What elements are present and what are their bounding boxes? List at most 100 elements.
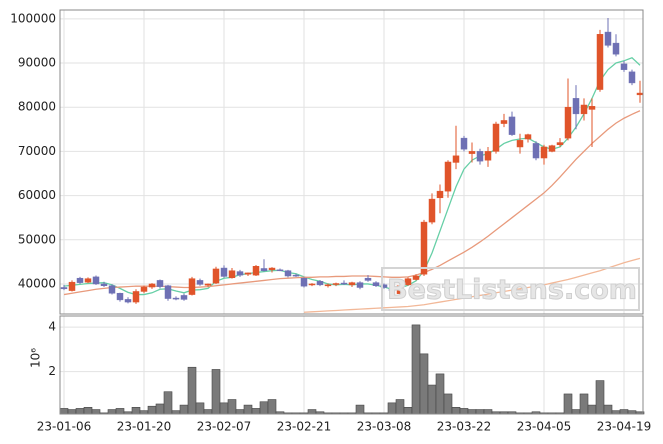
candle-body	[620, 63, 628, 70]
x-tick-label: 23-03-22	[437, 420, 491, 434]
plot-frame	[59, 315, 644, 415]
candle-body	[244, 272, 252, 275]
candle-body	[476, 151, 484, 162]
plot-frame	[59, 9, 644, 315]
candle-body	[388, 289, 396, 291]
y-axis-label: 10⁶	[29, 348, 43, 368]
candle-body	[92, 276, 100, 285]
candle-body	[604, 31, 612, 46]
volume-bar	[163, 391, 173, 415]
volume-bar	[219, 402, 229, 415]
volume-bar	[427, 384, 437, 415]
candle-body	[164, 285, 172, 299]
candle-body	[188, 278, 196, 295]
candle-body	[204, 283, 212, 286]
volume-bar	[203, 409, 213, 415]
volume-bar	[419, 353, 429, 415]
volume-bar	[619, 409, 629, 415]
candle-body	[284, 270, 292, 277]
volume-bar	[411, 324, 421, 415]
volume-bar	[387, 402, 397, 415]
candle-body	[140, 286, 148, 292]
volume-bar	[611, 410, 621, 415]
volume-bar	[563, 393, 573, 415]
volume-bar	[211, 369, 221, 415]
candle-body	[444, 161, 452, 192]
candle-body	[76, 277, 84, 283]
candle-body	[548, 145, 556, 152]
candle-body	[436, 190, 444, 199]
candle-body	[340, 282, 348, 285]
candle-body	[84, 278, 92, 283]
candle-body	[172, 297, 180, 300]
y-tick-label: 80000	[18, 100, 56, 114]
candle-body	[492, 123, 500, 152]
volume-bar	[179, 404, 189, 415]
volume-bar	[467, 409, 477, 415]
x-tick-label: 23-02-07	[197, 420, 251, 434]
volume-bar	[459, 408, 469, 415]
volume-bar	[91, 409, 101, 415]
candle-body	[228, 270, 236, 279]
candle-body	[428, 198, 436, 223]
volume-bar	[171, 410, 181, 415]
watermark: BestListens.com	[387, 275, 637, 306]
candle-body	[236, 271, 244, 276]
candle-body	[540, 146, 548, 159]
candle-body	[356, 282, 364, 288]
candle-body	[468, 151, 476, 154]
volume-bar	[443, 393, 453, 415]
candle-body	[348, 282, 356, 286]
candle-body	[516, 140, 524, 148]
candle-body	[196, 280, 204, 285]
volume-bar	[435, 373, 445, 415]
candle-body	[212, 268, 220, 284]
x-tick-label: 23-04-05	[517, 420, 571, 434]
volume-bar	[355, 404, 365, 415]
volume-bar	[483, 409, 493, 415]
volume-bar	[155, 403, 165, 415]
volume-bar	[395, 399, 405, 415]
volume-bar	[107, 409, 117, 415]
x-tick-label: 23-01-06	[37, 420, 91, 434]
volume-bar	[587, 404, 597, 415]
candle-body	[636, 92, 644, 96]
candle-body	[220, 267, 228, 277]
volume-bar	[195, 402, 205, 415]
candle-body	[332, 283, 340, 285]
candle-body	[116, 292, 124, 301]
candle-body	[556, 142, 564, 146]
volume-bar	[603, 404, 613, 415]
candle-body	[500, 120, 508, 124]
candle-body	[132, 291, 140, 303]
candle-body	[100, 283, 108, 286]
volume-bar	[475, 409, 485, 415]
y-tick-label: 70000	[18, 144, 56, 158]
candle-body	[308, 283, 316, 286]
volume-bar	[243, 404, 253, 415]
x-tick-label: 23-01-20	[117, 420, 171, 434]
candle-body	[68, 281, 76, 291]
volume-bar	[595, 380, 605, 415]
volume-bar	[139, 410, 149, 415]
candle-body	[300, 277, 308, 287]
volume-bar	[251, 408, 261, 415]
candle-body	[460, 137, 468, 150]
candle-body	[596, 34, 604, 90]
watermark-box	[381, 267, 640, 311]
y-tick-label: 40000	[18, 276, 56, 290]
candle-body	[628, 71, 636, 84]
volume-bar	[83, 407, 93, 415]
candle-body	[452, 155, 460, 163]
candle-body	[260, 268, 268, 271]
candle-body	[508, 116, 516, 135]
candle-body	[276, 269, 284, 272]
moving-average-line	[303, 257, 641, 313]
volume-bar	[307, 409, 317, 415]
candle-body	[324, 284, 332, 287]
volume-bar	[115, 408, 125, 415]
candle-body	[292, 274, 300, 277]
volume-bar	[267, 399, 277, 415]
